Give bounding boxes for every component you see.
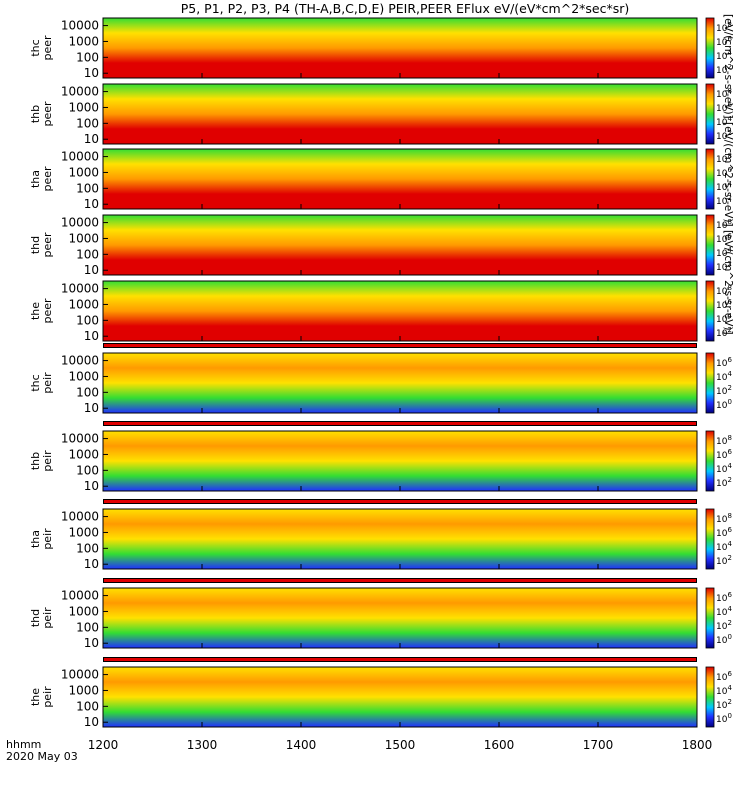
colorbar (705, 280, 715, 342)
panel-ylabel: tha peer (29, 166, 54, 192)
panel-ylabel: thc peer (29, 35, 54, 61)
y-tick-label: 100 (76, 541, 99, 555)
y-tick-label: 10000 (61, 589, 99, 603)
y-tick-label: 10 (84, 401, 99, 415)
y-tick-label: 100 (76, 50, 99, 64)
y-tick-label: 10000 (61, 432, 99, 446)
x-tick-label: 1400 (285, 738, 317, 752)
y-tick-label: 10 (84, 263, 99, 277)
y-tick-label: 1000 (68, 525, 99, 539)
y-tick-label: 1000 (68, 165, 99, 179)
colorbar (705, 508, 715, 570)
spectrogram-image (103, 353, 697, 413)
spectrogram-image (103, 18, 697, 78)
colorbar (705, 148, 715, 210)
y-tick-label: 10000 (61, 354, 99, 368)
panel-ylabel: thb peir (29, 450, 54, 472)
spectrogram-image (103, 149, 697, 209)
y-tick-label: 10000 (61, 668, 99, 682)
panel-ylabel: the peer (29, 298, 54, 324)
y-tick-label: 10 (84, 197, 99, 211)
panel-ylabel: the peir (29, 686, 54, 708)
y-tick-label: 10 (84, 479, 99, 493)
spectrogram-image (103, 215, 697, 275)
colorbar (705, 430, 715, 492)
spectrogram-image (103, 667, 697, 727)
panel-ylabel: thb peer (29, 101, 54, 127)
spectrogram-image (103, 588, 697, 648)
y-tick-label: 100 (76, 313, 99, 327)
data-gap-strip (103, 657, 697, 662)
y-tick-label: 1000 (68, 297, 99, 311)
panel-ylabel: tha peir (29, 528, 54, 550)
x-tick-label: 1700 (582, 738, 614, 752)
data-gap-strip (103, 421, 697, 426)
y-tick-label: 10 (84, 66, 99, 80)
y-tick-label: 100 (76, 181, 99, 195)
y-tick-label: 10000 (61, 85, 99, 99)
colorbar (705, 587, 715, 649)
y-tick-label: 10 (84, 132, 99, 146)
y-tick-label: 10 (84, 715, 99, 729)
x-tick-label: 1600 (483, 738, 515, 752)
y-tick-label: 10 (84, 636, 99, 650)
colorbar (705, 17, 715, 79)
y-tick-label: 1000 (68, 604, 99, 618)
x-axis-label: hhmm 2020 May 03 (6, 739, 78, 763)
y-tick-label: 1000 (68, 231, 99, 245)
y-tick-label: 10000 (61, 282, 99, 296)
y-tick-label: 10 (84, 557, 99, 571)
y-tick-label: 10000 (61, 150, 99, 164)
panel-ylabel: thc peir (29, 372, 54, 394)
y-tick-label: 1000 (68, 683, 99, 697)
panel-ylabel: thd peer (29, 232, 54, 258)
x-tick-label: 1300 (186, 738, 218, 752)
y-tick-label: 1000 (68, 447, 99, 461)
y-tick-label: 10 (84, 329, 99, 343)
colorbar-units-label: [eV/(cm^2-s-sr-eV)] [eV/(cm^2-s-sr-eV)] … (722, 14, 734, 335)
y-tick-label: 10000 (61, 216, 99, 230)
spectrogram-image (103, 431, 697, 491)
data-gap-strip (103, 499, 697, 504)
colorbar (705, 666, 715, 728)
y-tick-label: 100 (76, 116, 99, 130)
y-tick-label: 1000 (68, 100, 99, 114)
y-tick-label: 100 (76, 385, 99, 399)
data-gap-strip (103, 578, 697, 583)
y-tick-label: 100 (76, 699, 99, 713)
chart-title: P5, P1, P2, P3, P4 (TH-A,B,C,D,E) PEIR,P… (180, 1, 630, 16)
x-tick-label: 1500 (384, 738, 416, 752)
data-gap-strip (103, 343, 697, 348)
y-tick-label: 100 (76, 620, 99, 634)
x-axis-label-line1: hhmm (6, 738, 42, 751)
colorbar (705, 214, 715, 276)
spectrogram-image (103, 509, 697, 569)
y-tick-label: 10000 (61, 510, 99, 524)
panel-ylabel: thd peir (29, 607, 54, 629)
x-axis-label-line2: 2020 May 03 (6, 750, 78, 763)
y-tick-label: 100 (76, 463, 99, 477)
x-tick-label: 1800 (681, 738, 713, 752)
spectrogram-image (103, 84, 697, 144)
colorbar (705, 83, 715, 145)
colorbar (705, 352, 715, 414)
y-tick-label: 1000 (68, 369, 99, 383)
y-tick-label: 100 (76, 247, 99, 261)
x-tick-label: 1200 (87, 738, 119, 752)
y-tick-label: 1000 (68, 34, 99, 48)
y-tick-label: 10000 (61, 19, 99, 33)
spectrogram-image (103, 281, 697, 341)
